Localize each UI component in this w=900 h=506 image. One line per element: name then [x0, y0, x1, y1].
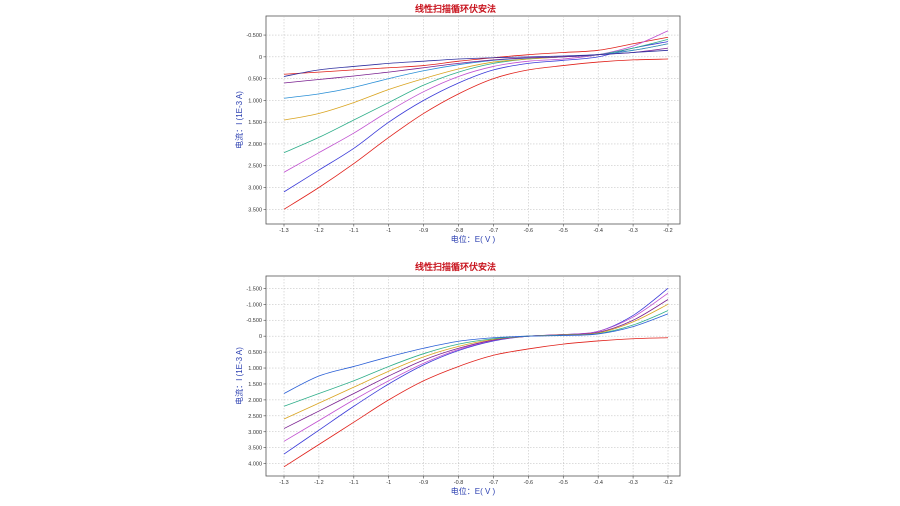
- y-tick-label: 1.500: [248, 382, 262, 388]
- x-tick-label: -0.3: [628, 480, 637, 486]
- y-tick-label: 2.500: [248, 414, 262, 420]
- series-line-4: [283, 303, 669, 420]
- x-axis-label: 电位：E( V ): [451, 486, 496, 496]
- y-tick-label: -1.500: [246, 286, 262, 292]
- series-line-2: [283, 292, 669, 442]
- x-tick-label: -0.3: [628, 228, 637, 234]
- x-tick-label: -0.5: [559, 228, 568, 234]
- x-tick-label: -1: [386, 480, 391, 486]
- x-tick-label: -0.2: [663, 480, 672, 486]
- x-tick-label: -1: [386, 228, 391, 234]
- x-tick-label: -1.3: [279, 228, 288, 234]
- x-tick-label: -0.7: [489, 480, 498, 486]
- x-tick-label: -0.4: [593, 480, 602, 486]
- x-tick-label: -0.7: [489, 228, 498, 234]
- y-tick-label: 0.500: [248, 77, 262, 83]
- x-tick-label: -0.8: [454, 228, 463, 234]
- chart-panel-top: 线性扫描循环伏安法 -1.3 -1.2 -1.1 -1 -0.9 -0.8 -0.7 -0.6…: [228, 0, 683, 250]
- series-group: [283, 30, 669, 210]
- x-tick-label: -0.4: [593, 228, 602, 234]
- x-tick-label: -1.3: [279, 480, 288, 486]
- x-tick-label: -1.2: [314, 228, 323, 234]
- series-line-1: [283, 58, 669, 210]
- x-tick-label: -0.2: [663, 228, 672, 234]
- y-tick-label: 2.000: [248, 142, 262, 148]
- y-axis-label: 电流：I (1E-3 A): [234, 347, 244, 405]
- y-tick-label: 1.000: [248, 366, 262, 372]
- plot-frame: [265, 15, 681, 225]
- y-tick-label: 1.500: [248, 120, 262, 126]
- x-tick-label: -0.9: [419, 228, 428, 234]
- series-line-8: [283, 49, 669, 77]
- cv-chart-bottom: -1.3 -1.2 -1.1 -1 -0.9 -0.8 -0.7 -0.6 -0.5 -0.4 -0…: [234, 275, 681, 496]
- x-axis-label: 电位：E( V ): [451, 234, 496, 244]
- y-tick-label: 4.000: [248, 462, 262, 468]
- cv-chart-top: -1.3 -1.2 -1.1 -1 -0.9 -0.8 -0.7 -0.6 -0.5 -0.4 -0…: [234, 15, 681, 244]
- y-tick-label: -1.000: [246, 302, 262, 308]
- series-line-0: [283, 337, 669, 468]
- y-tick-label: 1.000: [248, 98, 262, 104]
- x-tick-label: -0.8: [454, 480, 463, 486]
- chart-title: 线性扫描循环伏安法: [414, 5, 496, 15]
- x-tick-label: -1.2: [314, 480, 323, 486]
- series-line-2: [283, 41, 669, 193]
- y-tick-label: 3.500: [248, 207, 262, 213]
- y-tick-label: 3.000: [248, 186, 262, 192]
- chart-title: 线性扫描循环伏安法: [414, 263, 496, 273]
- y-tick-label: 3.000: [248, 430, 262, 436]
- y-tick-label: -0.500: [246, 318, 262, 324]
- series-line-6: [283, 313, 669, 394]
- series-line-3: [283, 299, 669, 429]
- x-tick-label: -1.1: [349, 480, 358, 486]
- x-tick-label: -0.5: [559, 480, 568, 486]
- y-tick-label: 0.500: [248, 350, 262, 356]
- y-tick-label: 0: [259, 55, 262, 61]
- plot-frame: [265, 275, 681, 477]
- grid: [266, 276, 680, 476]
- x-tick-label: -0.6: [524, 228, 533, 234]
- chart-panel-bottom: 线性扫描循环伏安法 -1.3 -1.2 -1.1 -1 -0.9 -0.8 -0.7 -0.6…: [228, 258, 683, 506]
- y-tick-label: 0: [259, 334, 262, 340]
- y-tick-label: 2.000: [248, 398, 262, 404]
- y-tick-label: -0.500: [246, 33, 262, 39]
- y-tick-label: 3.500: [248, 446, 262, 452]
- x-tick-label: -0.9: [419, 480, 428, 486]
- y-axis-label: 电流：I (1E-3 A): [234, 91, 244, 149]
- x-tick-label: -1.1: [349, 228, 358, 234]
- y-tick-label: 2.500: [248, 164, 262, 170]
- x-tick-label: -0.6: [524, 480, 533, 486]
- series-line-0: [283, 36, 669, 75]
- series-group: [283, 288, 669, 468]
